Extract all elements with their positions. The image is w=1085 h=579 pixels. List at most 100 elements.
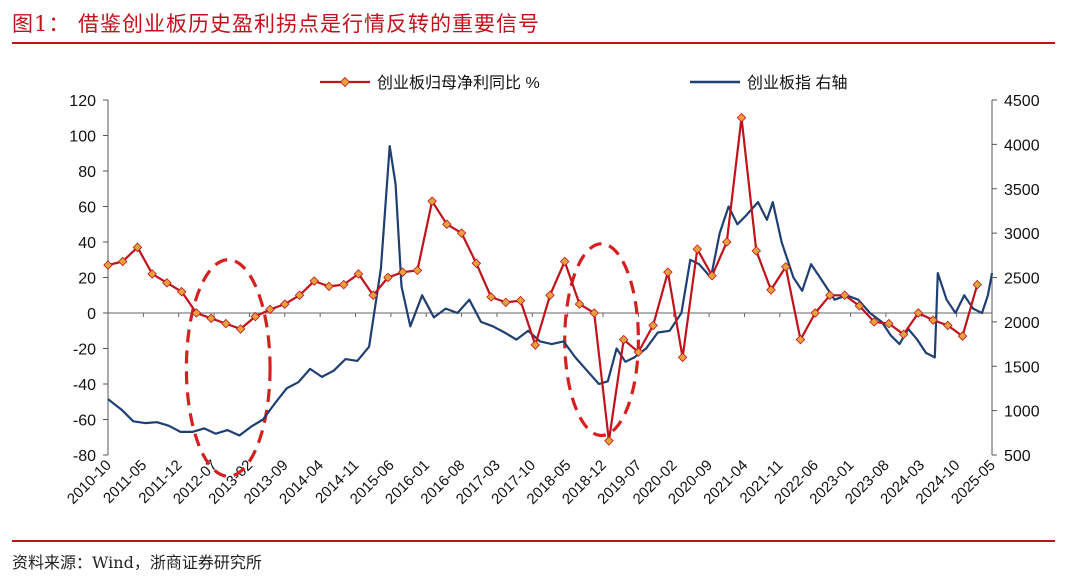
profit-growth-marker <box>545 290 555 301</box>
legend-profit-marker <box>339 76 351 88</box>
left-tick-label: -60 <box>73 413 96 430</box>
highlight-ellipse <box>563 242 641 438</box>
profit-growth-marker <box>265 304 275 315</box>
left-tick-label: 80 <box>78 164 96 181</box>
profit-growth-marker <box>147 269 157 279</box>
profit-growth-marker <box>884 318 894 329</box>
chart: 120 100 80 60 40 20 0 -20 -40 -60 -80 4500 4000 3500… <box>64 74 1040 508</box>
profit-growth-marker <box>397 267 408 277</box>
source-note: 资料来源：Wind，浙商证券研究所 <box>12 553 262 572</box>
top-rule <box>12 42 1055 44</box>
profit-growth-marker <box>471 258 482 269</box>
profit-growth-marker <box>972 279 983 290</box>
left-tick-label: -80 <box>73 448 96 465</box>
profit-growth-marker <box>221 318 231 329</box>
profit-growth-marker <box>427 196 437 206</box>
profit-growth-marker <box>825 290 835 301</box>
profit-growth-marker <box>633 347 644 357</box>
series-profit-growth <box>103 112 983 446</box>
profit-growth-marker <box>913 308 924 318</box>
legend: 创业板归母净利同比 % 创业板指 右轴 <box>320 74 847 92</box>
left-tick-label: 100 <box>69 129 96 146</box>
profit-growth-marker <box>722 237 732 247</box>
profit-growth-marker <box>559 256 570 267</box>
profit-growth-marker <box>162 278 172 288</box>
axes <box>107 100 993 455</box>
profit-growth-marker <box>486 292 496 302</box>
bottom-rule <box>12 540 1055 542</box>
profit-growth-marker <box>280 299 290 309</box>
series-index <box>107 145 994 437</box>
profit-growth-marker <box>898 329 909 340</box>
profit-growth-marker <box>442 219 452 230</box>
profit-growth-marker <box>250 311 261 322</box>
x-axis-ticks: 2010-102011-052011-122012-072013-022013-… <box>64 313 999 508</box>
legend-index-label: 创业板指 右轴 <box>747 74 847 92</box>
left-axis-ticks: 120 100 80 60 40 20 0 -20 -40 -60 -80 <box>69 93 108 465</box>
profit-growth-marker <box>501 297 511 308</box>
left-tick-label: 0 <box>87 306 96 323</box>
profit-growth-marker <box>294 290 305 301</box>
right-axis-ticks: 4500 4000 3500 3000 2500 2000 1500 1000 500 <box>992 93 1040 465</box>
profit-growth-marker <box>324 281 334 292</box>
profit-growth-marker <box>353 269 364 279</box>
left-tick-label: -20 <box>73 342 96 359</box>
left-tick-label: 60 <box>78 200 96 217</box>
profit-growth-marker <box>707 270 717 281</box>
profit-growth-marker <box>663 267 673 277</box>
profit-growth-marker <box>383 272 393 283</box>
profit-growth-marker <box>677 352 688 363</box>
profit-growth-marker <box>604 436 614 446</box>
right-tick-label: 4500 <box>1004 93 1040 110</box>
profit-growth-marker <box>338 279 349 290</box>
profit-growth-marker <box>235 324 246 334</box>
profit-growth-marker <box>780 262 791 272</box>
profit-growth-marker <box>839 290 850 301</box>
profit-growth-marker <box>751 246 762 256</box>
profit-growth-marker <box>766 285 776 295</box>
right-tick-label: 3000 <box>1004 226 1040 243</box>
highlight-ellipses <box>184 242 641 478</box>
right-tick-label: 4000 <box>1004 137 1040 154</box>
profit-growth-marker <box>456 228 467 238</box>
profit-growth-marker <box>368 290 378 301</box>
left-tick-label: -40 <box>73 377 96 394</box>
figure-title: 图1： 借鉴创业板历史盈利拐点是行情反转的重要信号 <box>12 12 541 36</box>
profit-growth-marker <box>869 317 879 327</box>
profit-growth-marker <box>928 315 938 325</box>
profit-growth-marker <box>176 286 187 297</box>
profit-growth-marker <box>589 308 599 318</box>
profit-growth-marker <box>810 308 820 318</box>
profit-growth-marker <box>795 334 806 345</box>
index-line <box>107 145 994 437</box>
profit-growth-marker <box>530 340 541 350</box>
legend-profit-label: 创业板归母净利同比 % <box>377 74 540 92</box>
profit-growth-marker <box>574 299 585 309</box>
right-tick-label: 3500 <box>1004 182 1040 199</box>
profit-growth-marker <box>515 295 526 306</box>
right-tick-label: 2000 <box>1004 315 1040 332</box>
profit-growth-marker <box>191 308 202 318</box>
profit-growth-line <box>107 116 979 442</box>
profit-growth-marker <box>943 320 953 331</box>
profit-growth-marker <box>957 331 968 341</box>
right-tick-label: 1500 <box>1004 359 1040 376</box>
profit-growth-marker <box>648 320 658 331</box>
left-tick-label: 120 <box>69 93 96 110</box>
right-tick-label: 2500 <box>1004 271 1040 288</box>
profit-growth-marker <box>103 260 113 270</box>
right-tick-label: 1000 <box>1004 404 1040 421</box>
profit-growth-marker <box>736 112 747 123</box>
right-tick-label: 500 <box>1004 448 1031 465</box>
profit-growth-marker <box>618 334 629 345</box>
profit-growth-marker <box>854 301 865 311</box>
profit-growth-marker <box>117 256 128 267</box>
left-tick-label: 20 <box>78 271 96 288</box>
profit-growth-marker <box>132 242 143 253</box>
title-bar: 图1： 借鉴创业板历史盈利拐点是行情反转的重要信号 <box>0 0 1085 44</box>
profit-growth-marker <box>309 276 320 286</box>
profit-growth-marker <box>412 265 423 276</box>
highlight-ellipse <box>184 258 272 478</box>
left-tick-label: 40 <box>78 235 96 252</box>
profit-growth-marker <box>692 244 703 254</box>
